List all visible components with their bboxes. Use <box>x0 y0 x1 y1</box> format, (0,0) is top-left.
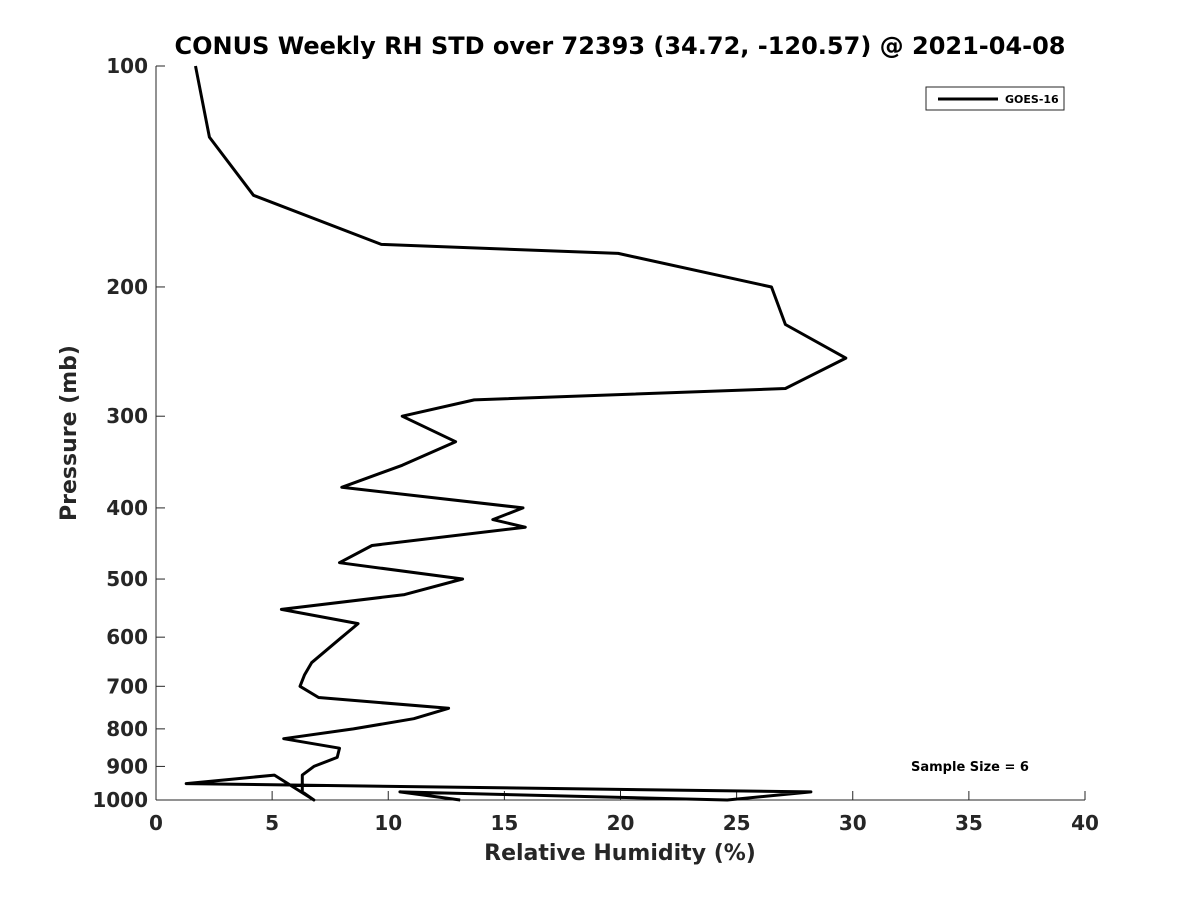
x-tick-label: 10 <box>374 811 402 835</box>
axes <box>155 66 1085 801</box>
y-tick-label: 400 <box>106 496 148 520</box>
y-tick-label: 600 <box>106 625 148 649</box>
x-axis-label: Relative Humidity (%) <box>484 841 756 866</box>
y-tick-label: 900 <box>106 754 148 778</box>
sample-size-annotation: Sample Size = 6 <box>911 760 1029 775</box>
x-tick-label: 35 <box>955 811 983 835</box>
x-tick-label: 25 <box>723 811 751 835</box>
y-tick-label: 100 <box>106 54 148 78</box>
x-tick-label: 30 <box>839 811 867 835</box>
legend-entry-goes16: GOES-16 <box>1005 93 1059 106</box>
x-tick-label: 20 <box>607 811 635 835</box>
series-line-goes16 <box>184 65 848 802</box>
y-tick-label: 300 <box>106 404 148 428</box>
y-axis-ticks: 100 200 300 400 500 600 700 800 900 1000 <box>92 54 165 812</box>
y-tick-label: 800 <box>106 717 148 741</box>
y-tick-label: 700 <box>106 674 148 698</box>
y-axis-label: Pressure (mb) <box>57 345 82 521</box>
legend: GOES-16 <box>925 86 1065 111</box>
y-tick-label: 1000 <box>92 788 148 812</box>
x-tick-label: 0 <box>149 811 163 835</box>
x-tick-label: 15 <box>490 811 518 835</box>
y-tick-label: 200 <box>106 275 148 299</box>
x-axis-ticks: 0 5 10 15 20 25 30 35 40 <box>149 791 1099 835</box>
x-tick-label: 5 <box>265 811 279 835</box>
x-tick-label: 40 <box>1071 811 1099 835</box>
chart-title: CONUS Weekly RH STD over 72393 (34.72, -… <box>174 32 1065 60</box>
y-tick-label: 500 <box>106 567 148 591</box>
